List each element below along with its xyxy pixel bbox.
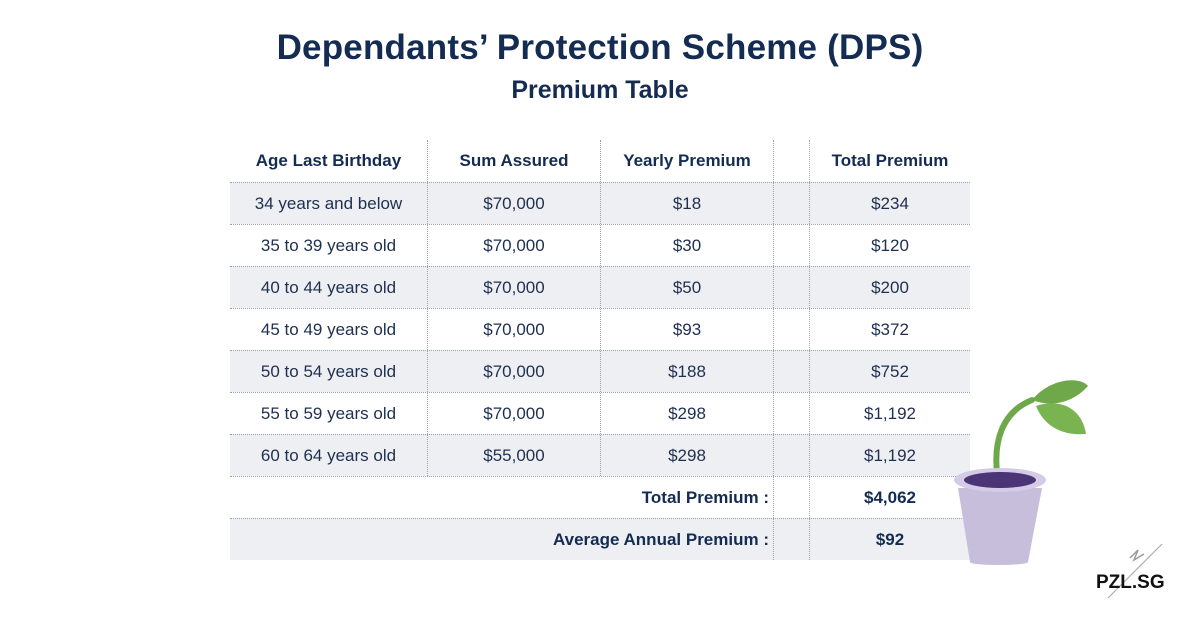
cell-age: 50 to 54 years old — [260, 361, 397, 381]
cell-total-premium: $200 — [809, 267, 970, 308]
summary-row-average: Average Annual Premium : $92 — [230, 518, 970, 560]
cell-yearly-premium: $50 — [600, 267, 773, 308]
cell-total-premium: $234 — [809, 183, 970, 224]
cell-spacer — [773, 519, 809, 560]
summary-label-average: Average Annual Premium : — [552, 529, 769, 549]
cell-age: 45 to 49 years old — [260, 319, 397, 339]
page-subtitle: Premium Table — [511, 76, 689, 104]
cell-spacer — [773, 393, 809, 434]
cell-spacer — [773, 351, 809, 392]
cell-spacer — [773, 309, 809, 350]
brand-signature-mark — [1107, 543, 1163, 599]
cell-age: 35 to 39 years old — [260, 235, 397, 255]
cell-age: 34 years and below — [254, 193, 403, 213]
cell-spacer — [773, 435, 809, 476]
table-header-row: Age Last Birthday Sum Assured Yearly Pre… — [230, 140, 970, 182]
cell-sum-assured: $55,000 — [427, 435, 600, 476]
cell-sum-assured: $70,000 — [427, 183, 600, 224]
cell-spacer — [773, 183, 809, 224]
cell-total-premium: $1,192 — [809, 393, 970, 434]
cell-sum-assured: $70,000 — [427, 351, 600, 392]
summary-row-total: Total Premium : $4,062 — [230, 476, 970, 518]
column-header-total-premium: Total Premium — [809, 140, 970, 182]
column-header-age: Age Last Birthday — [255, 151, 402, 170]
cell-sum-assured: $70,000 — [427, 393, 600, 434]
cell-age: 55 to 59 years old — [260, 403, 397, 423]
cell-sum-assured: $70,000 — [427, 267, 600, 308]
cell-yearly-premium: $93 — [600, 309, 773, 350]
cell-spacer — [773, 267, 809, 308]
cell-yearly-premium: $298 — [600, 393, 773, 434]
cell-spacer — [773, 477, 809, 518]
brand-logo-text: PZL.SG — [1096, 572, 1165, 593]
cell-age: 40 to 44 years old — [260, 277, 397, 297]
table-row: 50 to 54 years old $70,000 $188 $752 — [230, 350, 970, 392]
column-spacer — [773, 140, 809, 182]
potted-plant-illustration — [954, 380, 1088, 565]
cell-total-premium: $120 — [809, 225, 970, 266]
table-row: 55 to 59 years old $70,000 $298 $1,192 — [230, 392, 970, 434]
cell-total-premium: $752 — [809, 351, 970, 392]
table-row: 34 years and below $70,000 $18 $234 — [230, 182, 970, 224]
premium-table: Age Last Birthday Sum Assured Yearly Pre… — [230, 140, 970, 560]
summary-value-average: $92 — [809, 519, 970, 560]
table-row: 40 to 44 years old $70,000 $50 $200 — [230, 266, 970, 308]
cell-total-premium: $372 — [809, 309, 970, 350]
cell-total-premium: $1,192 — [809, 435, 970, 476]
column-header-sum-assured: Sum Assured — [427, 140, 600, 182]
table-row: 35 to 39 years old $70,000 $30 $120 — [230, 224, 970, 266]
table-row: 45 to 49 years old $70,000 $93 $372 — [230, 308, 970, 350]
cell-yearly-premium: $30 — [600, 225, 773, 266]
cell-age: 60 to 64 years old — [260, 445, 397, 465]
cell-yearly-premium: $298 — [600, 435, 773, 476]
summary-value-total: $4,062 — [809, 477, 970, 518]
summary-label-total: Total Premium : — [641, 487, 769, 507]
cell-sum-assured: $70,000 — [427, 225, 600, 266]
cell-yearly-premium: $18 — [600, 183, 773, 224]
page-title: Dependants’ Protection Scheme (DPS) — [276, 28, 924, 67]
table-row: 60 to 64 years old $55,000 $298 $1,192 — [230, 434, 970, 476]
cell-yearly-premium: $188 — [600, 351, 773, 392]
column-header-yearly-premium: Yearly Premium — [600, 140, 773, 182]
cell-sum-assured: $70,000 — [427, 309, 600, 350]
cell-spacer — [773, 225, 809, 266]
